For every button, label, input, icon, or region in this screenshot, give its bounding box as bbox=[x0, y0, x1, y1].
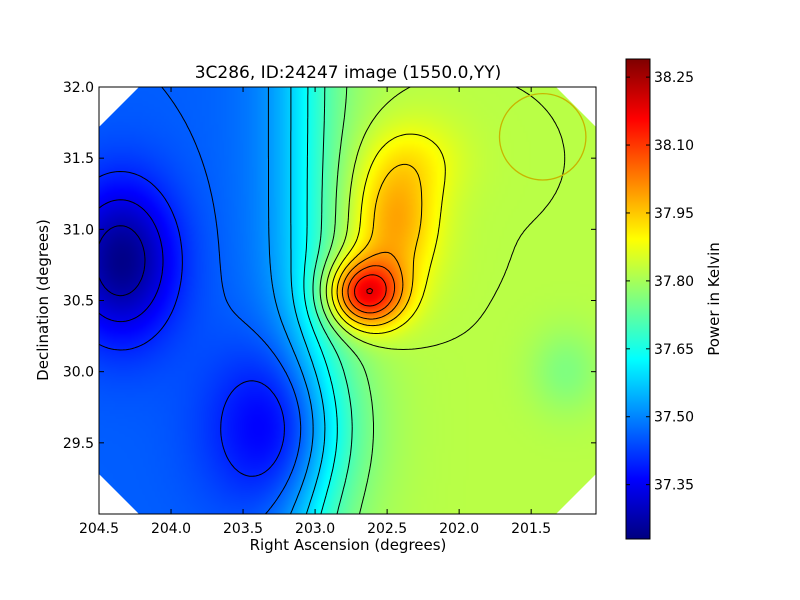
contour-line bbox=[99, 199, 164, 323]
contour-line bbox=[325, 87, 566, 350]
contour-line bbox=[303, 87, 338, 514]
y-axis: 29.5 30.0 30.5 31.0 31.5 32.0 bbox=[63, 80, 596, 452]
contour-line bbox=[331, 133, 446, 334]
contour-line bbox=[336, 163, 423, 327]
x-tick-label: 202.0 bbox=[439, 521, 479, 537]
y-tick-label: 29.5 bbox=[63, 436, 94, 452]
contour-line bbox=[354, 274, 387, 307]
contour-line bbox=[341, 251, 404, 320]
colorbar-tick-label: 38.25 bbox=[654, 70, 694, 86]
y-tick-label: 30.5 bbox=[63, 294, 94, 310]
y-tick-label: 30.0 bbox=[63, 365, 94, 381]
contour-line bbox=[312, 87, 353, 514]
beam-circle bbox=[498, 92, 587, 181]
contour-line bbox=[99, 171, 285, 477]
colorbar-tick-label: 37.95 bbox=[654, 206, 694, 222]
chart-title: 3C286, ID:24247 image (1550.0,YY) bbox=[195, 63, 502, 83]
x-tick-label: 204.0 bbox=[151, 521, 191, 537]
colorbar bbox=[625, 58, 651, 540]
contour-lines bbox=[99, 87, 566, 514]
x-tick-label: 201.5 bbox=[511, 521, 551, 537]
contour-line bbox=[319, 87, 374, 514]
x-tick-label: 204.5 bbox=[79, 521, 119, 537]
colorbar-tick-label: 37.35 bbox=[654, 478, 694, 494]
colorbar-label: Power in Kelvin bbox=[705, 242, 723, 356]
colorbar-ticks: 37.35 37.50 37.65 37.80 37.95 38.10 38.25 bbox=[626, 70, 694, 494]
colorbar-tick-label: 37.65 bbox=[654, 342, 694, 358]
contour-line bbox=[347, 265, 396, 314]
heatmap bbox=[99, 87, 596, 514]
x-axis-label: Right Ascension (degrees) bbox=[250, 536, 447, 554]
contour-line bbox=[366, 287, 374, 295]
contour-line bbox=[290, 87, 326, 514]
contour-line bbox=[267, 87, 314, 514]
colorbar-tick-label: 37.50 bbox=[654, 410, 694, 426]
heatmap-image bbox=[99, 87, 596, 514]
y-tick-label: 31.0 bbox=[63, 222, 94, 238]
y-tick-label: 32.0 bbox=[63, 80, 94, 96]
x-tick-label: 203.0 bbox=[295, 521, 335, 537]
x-axis: 204.5 204.0 203.5 203.0 202.5 202.0 201.5 bbox=[79, 87, 551, 537]
y-tick-label: 31.5 bbox=[63, 151, 94, 167]
contour-line bbox=[99, 225, 146, 297]
x-tick-label: 203.5 bbox=[223, 521, 263, 537]
y-axis-label: Declination (degrees) bbox=[34, 219, 52, 381]
colorbar-tick-label: 37.80 bbox=[654, 274, 694, 290]
colorbar-tick-label: 38.10 bbox=[654, 138, 694, 154]
x-tick-label: 202.5 bbox=[367, 521, 407, 537]
